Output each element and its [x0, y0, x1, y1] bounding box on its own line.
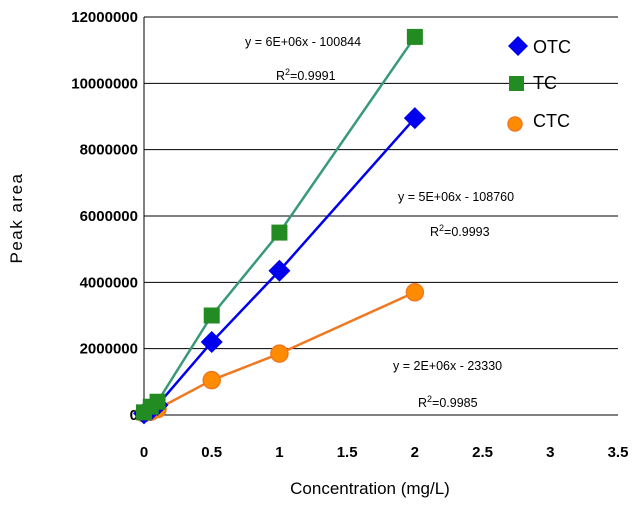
axes	[143, 17, 618, 416]
data-point-ctc	[202, 370, 221, 390]
legend-label-otc: OTC	[533, 37, 571, 57]
gridlines	[144, 16, 618, 350]
r-squared-text: R2=0.9985	[418, 394, 478, 410]
x-tick-label: 2	[411, 444, 419, 461]
data-point-tc	[203, 307, 220, 324]
data-point-tc	[406, 28, 423, 45]
legend-label-tc: TC	[533, 73, 557, 93]
y-tick-label: 0	[130, 407, 138, 424]
legend-label-ctc: CTC	[533, 111, 570, 131]
equation-text: y = 6E+06x - 100844	[245, 35, 361, 49]
x-tick-labels: 0 0.5 1 1.5 2 2.5 3 3.5	[140, 444, 629, 461]
annotation-tc: y = 6E+06x - 100844 R2=0.9991	[245, 35, 361, 83]
x-tick-label: 3.5	[608, 444, 629, 461]
x-tick-label: 2.5	[472, 444, 493, 461]
data-point-otc	[403, 107, 426, 130]
annotation-otc: y = 5E+06x - 108760 R2=0.9993	[398, 190, 514, 239]
annotation-ctc: y = 2E+06x - 23330 R2=0.9985	[393, 359, 502, 410]
x-tick-label: 0	[140, 444, 148, 461]
r-squared-text: R2=0.9993	[430, 223, 490, 239]
y-tick-label: 6000000	[80, 208, 138, 225]
equation-text: y = 2E+06x - 23330	[393, 359, 502, 373]
data-point-ctc	[405, 283, 425, 302]
r-squared-text: R2=0.9991	[276, 67, 336, 83]
equation-text: y = 5E+06x - 108760	[398, 190, 514, 204]
data-point-ctc	[270, 344, 289, 363]
data-point-otc	[200, 331, 223, 354]
y-tick-label: 4000000	[80, 274, 138, 291]
data-point-otc	[268, 259, 291, 282]
y-tick-label: 10000000	[71, 75, 138, 92]
y-tick-labels: 0 2000000 4000000 6000000 8000000 10000000 120…	[71, 9, 138, 424]
data-point-tc	[149, 393, 166, 410]
x-tick-label: 1.5	[337, 444, 358, 461]
data-points	[133, 28, 426, 425]
x-tick-label: 0.5	[201, 444, 222, 461]
x-tick-label: 1	[275, 444, 283, 461]
data-point-tc	[271, 224, 288, 241]
y-tick-label: 8000000	[80, 142, 138, 159]
y-axis-label: Peak area	[7, 173, 26, 264]
y-tick-label: 12000000	[71, 9, 138, 26]
x-tick-label: 3	[546, 444, 554, 461]
y-tick-label: 2000000	[80, 341, 138, 358]
legend-marker-otc	[508, 36, 528, 56]
legend: OTC TC CTC	[507, 36, 571, 132]
legend-marker-tc	[509, 76, 524, 91]
x-axis-label: Concentration (mg/L)	[290, 479, 450, 498]
legend-marker-ctc	[507, 116, 523, 132]
